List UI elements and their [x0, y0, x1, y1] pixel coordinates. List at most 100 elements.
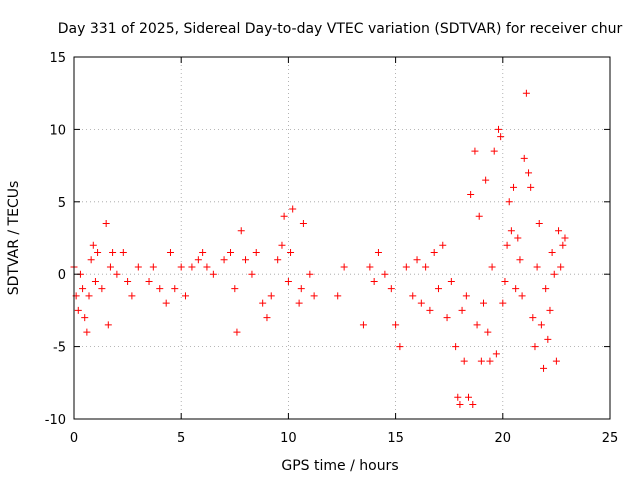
data-point: [79, 285, 87, 293]
data-point: [501, 277, 509, 285]
data-point: [426, 306, 434, 314]
data-point: [462, 292, 470, 300]
data-point: [447, 277, 455, 285]
data-point: [297, 285, 305, 293]
data-point: [527, 183, 535, 191]
data-point: [94, 248, 102, 256]
data-point: [124, 277, 132, 285]
data-point: [299, 220, 307, 228]
data-point: [248, 270, 256, 278]
data-point: [334, 292, 342, 300]
y-axis-label: SDTVAR / TECUs: [6, 181, 22, 296]
data-point: [460, 357, 468, 365]
data-point: [402, 263, 410, 271]
data-point: [199, 248, 207, 256]
y-tick-label: -10: [45, 413, 66, 428]
data-point: [102, 220, 110, 228]
plot-frame: [73, 56, 611, 420]
data-point: [503, 241, 511, 249]
data-point: [417, 299, 425, 307]
data-point: [507, 227, 515, 235]
data-point: [267, 292, 275, 300]
data-point: [396, 343, 404, 351]
data-point: [525, 169, 533, 177]
data-point: [156, 285, 164, 293]
data-point: [497, 133, 505, 141]
data-point: [439, 241, 447, 249]
data-point: [203, 263, 211, 271]
data-point: [284, 277, 292, 285]
data-point: [484, 328, 492, 336]
data-point: [544, 335, 552, 343]
data-point: [512, 285, 520, 293]
data-point: [469, 401, 477, 409]
data-point: [104, 321, 112, 329]
data-point: [242, 256, 250, 264]
data-point: [458, 306, 466, 314]
data-point: [514, 234, 522, 242]
data-point: [237, 227, 245, 235]
y-tick-label: -5: [53, 341, 66, 356]
data-point: [231, 285, 239, 293]
data-point: [505, 198, 513, 206]
data-point: [370, 277, 378, 285]
data-point: [490, 147, 498, 155]
data-point: [409, 292, 417, 300]
data-point: [492, 350, 500, 358]
x-tick-label: 25: [602, 431, 619, 446]
x-tick-label: 0: [70, 431, 78, 446]
data-point: [188, 263, 196, 271]
data-point: [510, 183, 518, 191]
data-point: [542, 285, 550, 293]
data-point: [340, 263, 348, 271]
data-point: [520, 154, 528, 162]
x-axis-label: GPS time / hours: [281, 458, 398, 474]
data-point: [533, 263, 541, 271]
data-point: [81, 314, 89, 322]
data-point: [366, 263, 374, 271]
data-point: [359, 321, 367, 329]
data-point: [252, 248, 260, 256]
data-point: [467, 191, 475, 199]
data-point: [480, 299, 488, 307]
data-point: [287, 248, 295, 256]
data-point: [387, 285, 395, 293]
data-point: [552, 357, 560, 365]
data-point: [422, 263, 430, 271]
data-point: [106, 263, 114, 271]
data-point: [555, 227, 563, 235]
data-point: [145, 277, 153, 285]
data-point: [171, 285, 179, 293]
x-tick-label: 15: [387, 431, 404, 446]
data-point: [233, 328, 241, 336]
data-point: [535, 220, 543, 228]
y-tick-label: 5: [58, 196, 66, 211]
data-point: [559, 241, 567, 249]
data-point: [392, 321, 400, 329]
data-point: [89, 241, 97, 249]
data-point: [546, 306, 554, 314]
data-point: [85, 292, 93, 300]
data-point: [177, 263, 185, 271]
data-point: [295, 299, 303, 307]
x-tick-label: 20: [495, 431, 512, 446]
data-point: [74, 306, 82, 314]
x-tick-label: 10: [280, 431, 297, 446]
data-point: [557, 263, 565, 271]
data-point: [374, 248, 382, 256]
data-point: [477, 357, 485, 365]
y-tick-label: 0: [58, 268, 66, 283]
axis-ticks: 0 5 10 15 20 25 -10 -5 0 5 10 15: [45, 51, 619, 446]
data-point: [475, 212, 483, 220]
data-point: [289, 205, 297, 213]
data-point: [194, 256, 202, 264]
data-point: [464, 393, 472, 401]
data-point: [482, 176, 490, 184]
data-point: [434, 285, 442, 293]
x-tick-label: 5: [177, 431, 185, 446]
data-point: [98, 285, 106, 293]
data-point: [306, 270, 314, 278]
data-point: [413, 256, 421, 264]
